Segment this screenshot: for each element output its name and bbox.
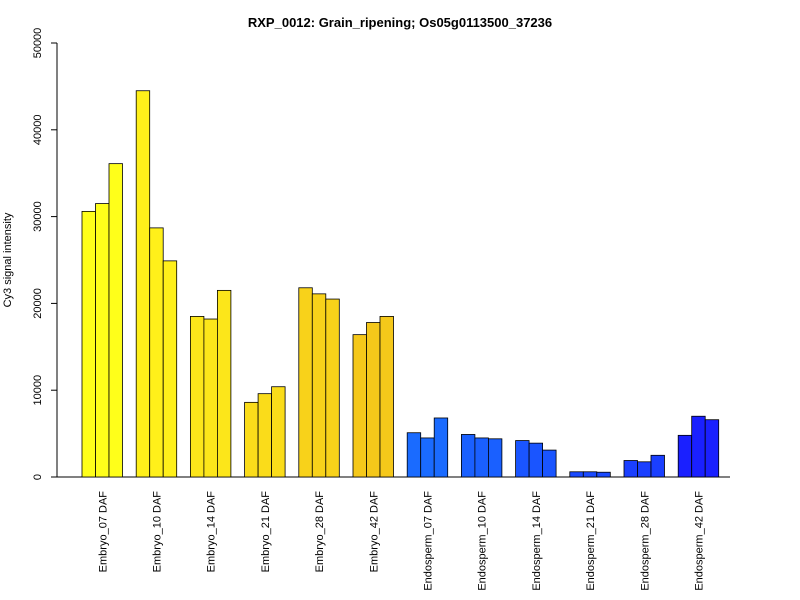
bar: [487, 438, 503, 478]
category-label: Embryo_21 DAF: [260, 491, 272, 573]
category-label: Endosperm_07 DAF: [422, 491, 434, 591]
category-label: Embryo_28 DAF: [314, 491, 326, 573]
bar: [257, 393, 273, 478]
category-label: Endosperm_10 DAF: [477, 491, 489, 591]
bar: [515, 440, 530, 478]
category-labels: Embryo_07 DAF Embryo_10 DAF Embryo_14 DAF E…: [97, 491, 705, 591]
bar: [650, 454, 665, 478]
bar: [677, 434, 693, 478]
y-tick-label: 50000: [32, 28, 44, 59]
category-label: Embryo_10 DAF: [151, 491, 163, 573]
bar: [420, 437, 435, 478]
y-tick-label: 0: [32, 474, 44, 480]
y-tick-label: 10000: [32, 375, 44, 406]
y-axis: 0 10000 20000 30000 40000 50000: [32, 28, 58, 480]
bar: [704, 419, 720, 478]
bar: [637, 461, 652, 478]
bar: [95, 203, 110, 478]
bar: [691, 415, 706, 478]
bar: [433, 417, 449, 478]
bar: [406, 432, 422, 478]
bar: [582, 471, 598, 478]
bar: [311, 293, 327, 478]
bar: [352, 334, 367, 478]
bar: [542, 449, 557, 478]
category-label: Endosperm_21 DAF: [585, 491, 597, 591]
bar: [379, 316, 394, 478]
bar: [81, 210, 96, 478]
bars: [81, 90, 720, 478]
bar: [325, 298, 340, 478]
bar: [596, 471, 611, 478]
y-tick-label: 20000: [32, 288, 44, 319]
category-label: Endosperm_42 DAF: [693, 491, 705, 591]
bar: [162, 260, 178, 478]
category-label: Endosperm_14 DAF: [531, 491, 543, 591]
bar: [366, 322, 381, 478]
bar: [569, 471, 584, 478]
category-label: Endosperm_28 DAF: [639, 491, 651, 591]
bar: [135, 90, 151, 478]
y-tick-label: 30000: [32, 201, 44, 232]
bar: [271, 386, 286, 478]
bar: [216, 289, 232, 478]
bar: [149, 227, 164, 478]
y-tick-label: 40000: [32, 115, 44, 146]
category-label: Embryo_14 DAF: [206, 491, 218, 573]
bar: [108, 163, 123, 478]
bar: [528, 442, 543, 478]
bar: [474, 437, 489, 478]
bar: [460, 434, 476, 478]
category-label: Embryo_07 DAF: [97, 491, 109, 573]
bar: [244, 401, 259, 478]
category-label: Embryo_42 DAF: [368, 491, 380, 573]
bar: [623, 460, 638, 478]
y-axis-label: Cy3 signal intensity: [2, 212, 14, 307]
bar: [203, 318, 218, 478]
bar: [298, 287, 313, 478]
bar: [189, 316, 205, 478]
chart-title: RXP_0012: Grain_ripening; Os05g0113500_3…: [248, 15, 552, 30]
